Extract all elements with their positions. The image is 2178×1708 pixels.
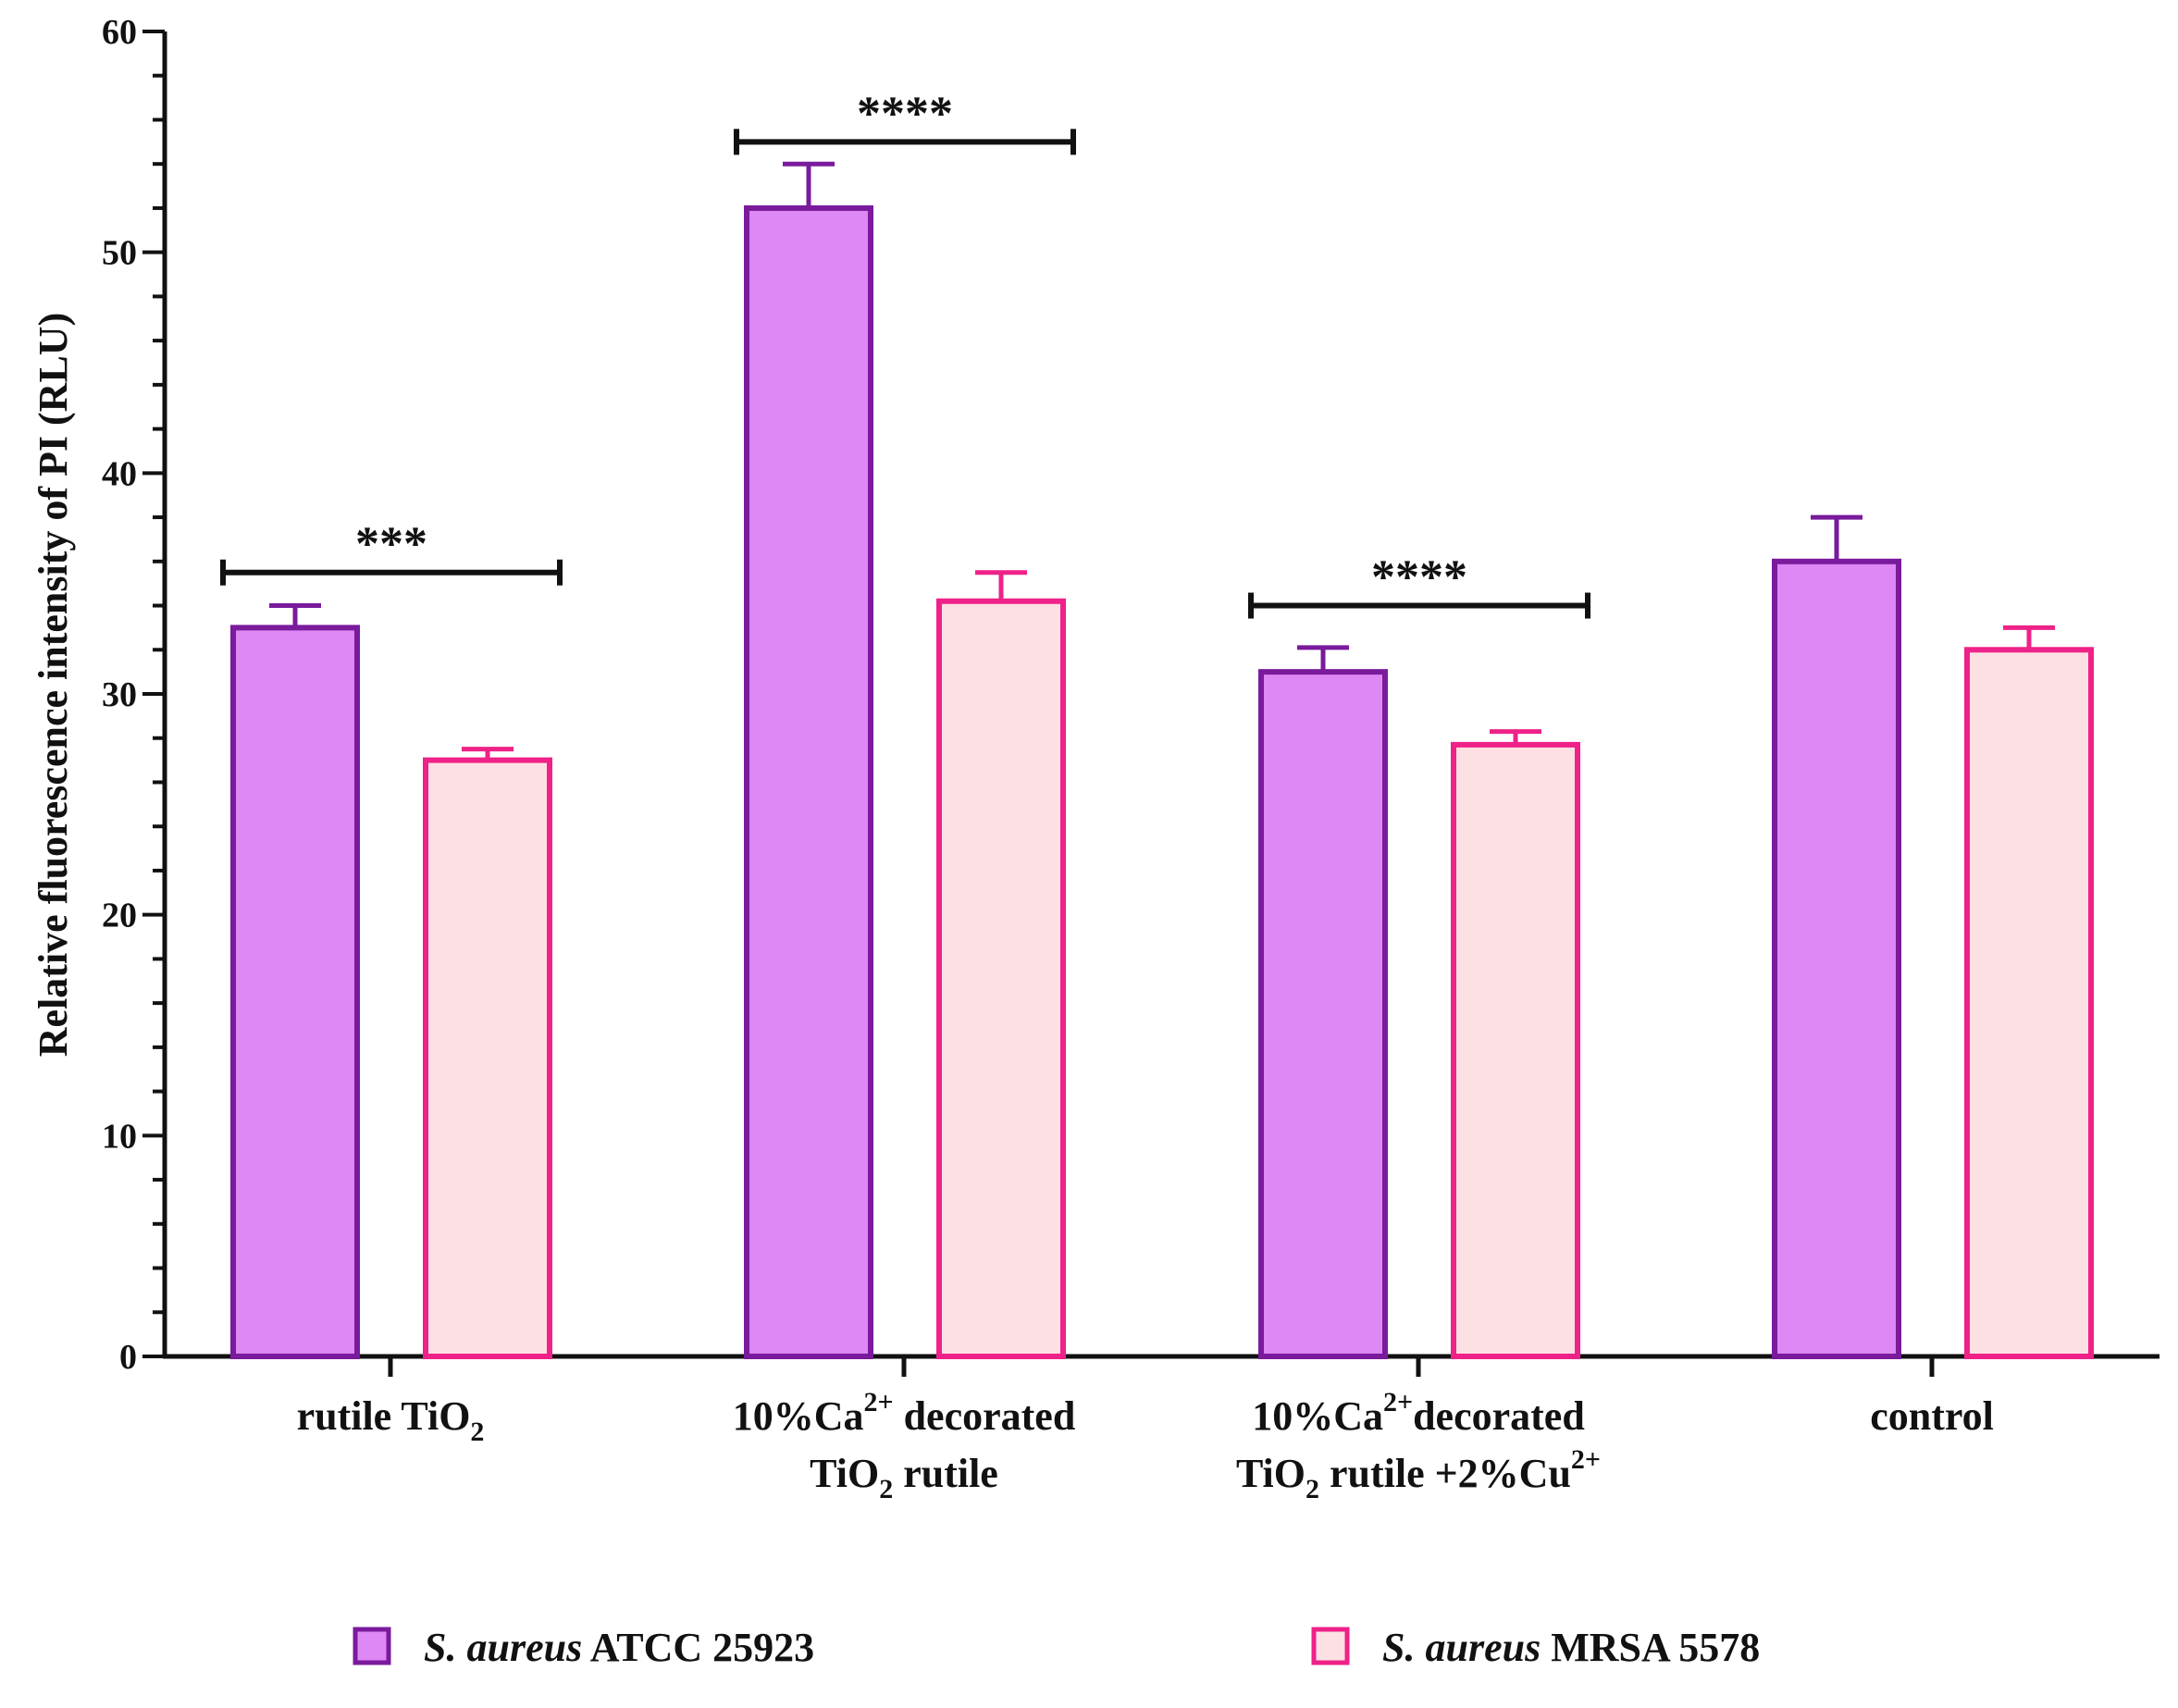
y-tick-label: 40 [102, 454, 137, 493]
legend-swatch [353, 1627, 391, 1665]
y-axis-label: Relative fluorescence intensity of PI (R… [31, 313, 76, 1057]
significance-label: **** [1371, 551, 1467, 604]
y-tick-label: 30 [102, 675, 137, 714]
label-text: decorated [894, 1393, 1076, 1439]
y-tick-label: 50 [102, 234, 137, 273]
label-superscript: 2+ [863, 1387, 893, 1417]
label-subscript: 2 [1306, 1474, 1319, 1504]
significance-label: *** [355, 518, 427, 571]
bar-series-2 [423, 757, 552, 1359]
label-subscript: 2 [879, 1474, 893, 1504]
legend: S. aureus ATCC 25923 S. aureus MRSA 5578 [353, 1625, 1760, 1670]
bar-series-1 [230, 625, 360, 1359]
bar-series-1 [744, 204, 873, 1359]
significance-markers: *********** [220, 87, 1590, 619]
x-category-label: rutile TiO2 [297, 1393, 485, 1447]
label-text: rutile TiO [297, 1393, 471, 1439]
legend-label-rest: MRSA 5578 [1541, 1625, 1760, 1670]
bar-series-1 [1258, 669, 1388, 1359]
label-text: 10%Ca [733, 1393, 864, 1439]
bar-series-2 [936, 598, 1066, 1359]
legend-label-italic: S. aureus [424, 1625, 582, 1670]
x-category-label: 10%Ca2+decorated [1252, 1387, 1585, 1439]
y-tick-label: 0 [119, 1338, 137, 1377]
label-text: decorated [1413, 1393, 1585, 1439]
x-category-label: 10%Ca2+ decorated [733, 1387, 1076, 1439]
label-text: control [1870, 1393, 1994, 1439]
legend-label-rest: ATCC 25923 [582, 1625, 814, 1670]
x-category-label: TiO2 rutile +2%Cu2+ [1236, 1444, 1601, 1504]
bars [230, 161, 2094, 1359]
legend-label-italic: S. aureus [1382, 1625, 1541, 1670]
label-text: 10%Ca [1252, 1393, 1383, 1439]
label-subscript: 2 [470, 1417, 484, 1447]
y-tick-label: 60 [102, 13, 137, 52]
label-superscript: 2+ [1383, 1387, 1413, 1417]
bar-series-2 [1964, 647, 2094, 1359]
label-text: TiO [1236, 1451, 1306, 1496]
legend-label: S. aureus MRSA 5578 [1382, 1625, 1760, 1670]
label-text: rutile [893, 1451, 998, 1496]
y-tick-label: 20 [102, 897, 137, 935]
legend-label: S. aureus ATCC 25923 [424, 1625, 814, 1670]
label-superscript: 2+ [1571, 1444, 1601, 1475]
x-category-label: TiO2 rutile [810, 1451, 998, 1504]
significance-label: **** [857, 87, 953, 140]
y-tick-label: 10 [102, 1117, 137, 1156]
label-text: rutile +2%Cu [1319, 1451, 1571, 1496]
bar-series-1 [1772, 558, 1901, 1359]
legend-swatch [1311, 1627, 1350, 1665]
x-category-label: control [1870, 1393, 1994, 1439]
bar-series-2 [1451, 741, 1580, 1359]
label-text: TiO [810, 1451, 879, 1496]
